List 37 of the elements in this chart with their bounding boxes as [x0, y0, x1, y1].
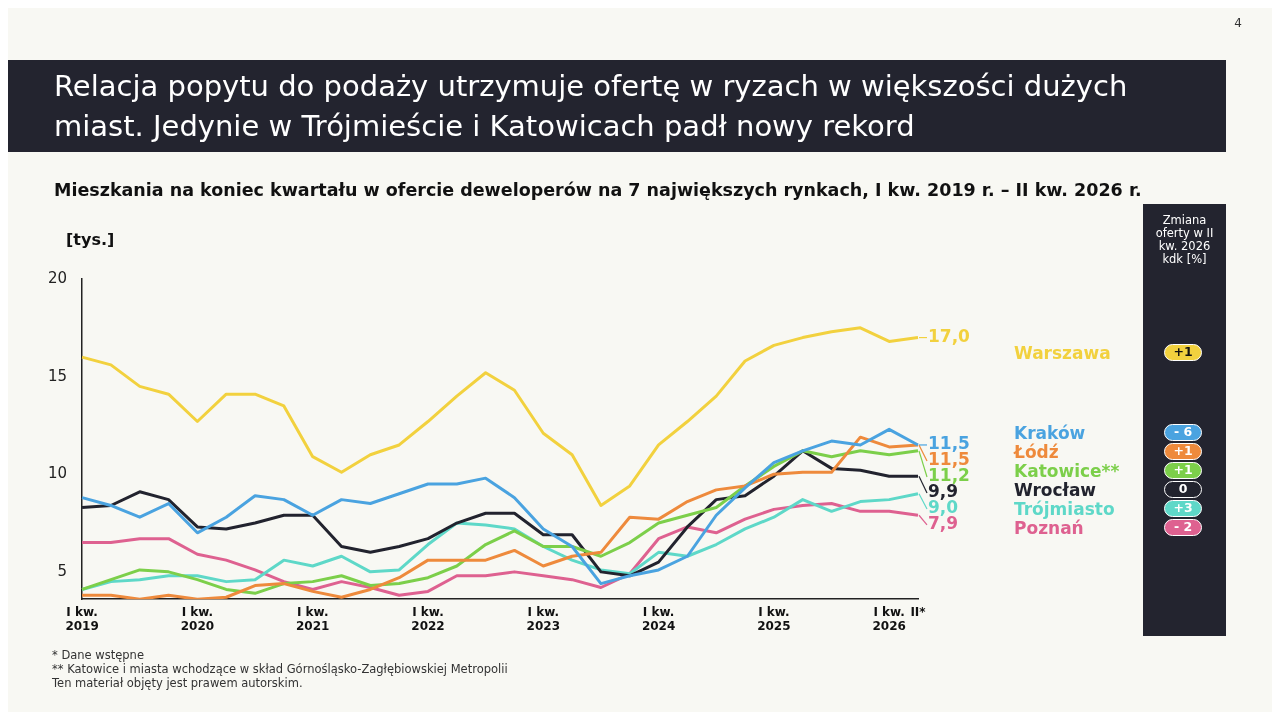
text: Poznań [1014, 518, 1084, 538]
x-tick-label: I kw. 2021 [295, 604, 330, 633]
text: ** Katowice i miasta wchodzące w skład Górnośląsko-Zagłębiowskiej Metropolii [52, 662, 508, 676]
text: Łódź [1014, 442, 1059, 462]
text: 0 [1164, 481, 1202, 498]
data-label: 11,5 [928, 433, 970, 454]
text: +1 [1164, 443, 1202, 460]
x-tick-label: I kw. 2025 [757, 604, 791, 633]
text: +1 [1164, 462, 1202, 479]
x-tick-label: I kw. 2022 [411, 604, 445, 633]
text: Warszawa [1014, 343, 1111, 363]
x-tick-label: II* [910, 604, 927, 619]
y-tick-label: 10 [47, 464, 68, 483]
text: 4 [1234, 16, 1242, 30]
x-tick-label: I kw. 2020 [180, 604, 215, 633]
y-tick-label: 15 [47, 366, 68, 385]
text: Ten materiał objęty jest prawem autorskim. [52, 676, 304, 690]
text: Katowice** [1014, 461, 1120, 481]
x-tick-label: I kw. 2023 [526, 604, 560, 633]
text: +1 [1164, 344, 1202, 361]
chart-title: Relacja popytu do podaży utrzymuje ofertę w ryzach w większości dużych miast. Jedynie w Trójmieście i Katowicach padł nowy rekord [8, 60, 1226, 152]
text: * Dane wstępne [52, 648, 145, 662]
y-tick-label: 20 [47, 268, 68, 287]
y-axis-title: [tys.] [66, 230, 115, 249]
text: +3 [1164, 500, 1202, 517]
y-tick-label: 5 [57, 561, 68, 580]
x-tick-label: I kw. 2024 [641, 604, 676, 633]
x-tick-label: I kw. 2026 [872, 604, 906, 633]
data-label: 17,0 [928, 326, 971, 346]
text: Trójmiasto [1014, 499, 1115, 519]
x-tick-label: I kw. 2019 [65, 604, 99, 633]
chart-subtitle: Mieszkania na koniec kwartału w ofercie deweloperów na 7 największych rynkach, I kw. 2019 r. – II kw. 2026 r. [54, 180, 1142, 200]
text: - 6 [1164, 424, 1202, 441]
text: Zmiana oferty w II kw. 2026 kdk [%] [1154, 212, 1215, 266]
text: - 2 [1164, 519, 1202, 536]
text: Wrocław [1014, 480, 1097, 500]
text: Kraków [1014, 423, 1086, 443]
